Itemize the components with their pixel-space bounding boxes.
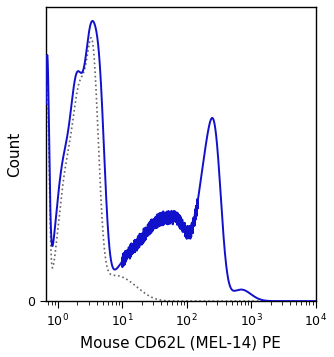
X-axis label: Mouse CD62L (MEL-14) PE: Mouse CD62L (MEL-14) PE <box>80 335 281 350</box>
Y-axis label: Count: Count <box>7 131 22 177</box>
